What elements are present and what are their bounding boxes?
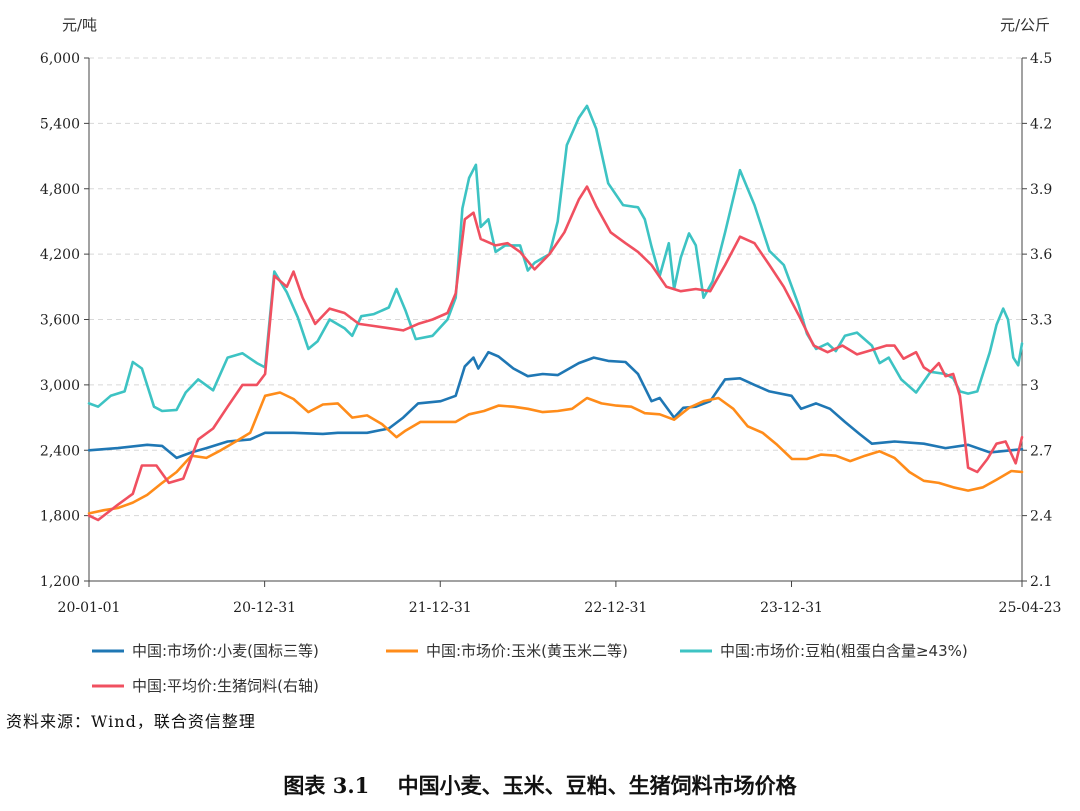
y-tick-label: 1,800 bbox=[40, 509, 80, 525]
y-tick-label: 5,400 bbox=[40, 116, 80, 132]
left-y-ticks: 1,200 1,800 2,400 3,000 3,600 4,200 4,800 5,400… bbox=[40, 51, 89, 590]
legend-label-1: 中国:市场价:玉米(黄玉米二等) bbox=[426, 642, 628, 660]
y2-tick-label: 3.6 bbox=[1030, 247, 1052, 263]
source-note: 资料来源：Wind，联合资信整理 bbox=[6, 712, 256, 731]
y-tick-label: 1,200 bbox=[40, 574, 80, 590]
y-tick-label: 3,000 bbox=[40, 378, 80, 394]
y-tick-label: 2,400 bbox=[40, 443, 80, 459]
legend-label-3: 中国:平均价:生猪饲料(右轴) bbox=[132, 677, 319, 695]
left-axis-unit: 元/吨 bbox=[62, 16, 97, 34]
legend-label-0: 中国:市场价:小麦(国标三等) bbox=[132, 642, 319, 660]
y2-tick-label: 2.7 bbox=[1030, 443, 1052, 459]
x-tick-label: 21-12-31 bbox=[409, 600, 472, 616]
y2-tick-label: 2.4 bbox=[1030, 509, 1052, 525]
legend: 中国:市场价:小麦(国标三等) 中国:市场价:玉米(黄玉米二等) 中国:市场价:豆粕… bbox=[92, 642, 968, 695]
gridlines bbox=[89, 57, 1022, 517]
y2-tick-label: 3.3 bbox=[1030, 313, 1052, 329]
x-tick-label: 23-12-31 bbox=[760, 600, 823, 616]
y-tick-label: 3,600 bbox=[40, 313, 80, 329]
y2-tick-label: 3 bbox=[1030, 378, 1039, 394]
y-tick-label: 4,800 bbox=[40, 182, 80, 198]
series-lines bbox=[87, 104, 1024, 522]
y-tick-label: 6,000 bbox=[40, 51, 80, 67]
series-line-3 bbox=[87, 185, 1024, 522]
x-tick-label: 20-01-01 bbox=[58, 600, 121, 616]
legend-label-2: 中国:市场价:豆粕(粗蛋白含量≥43%) bbox=[720, 642, 968, 660]
price-chart: 元/吨 元/公斤 1,200 1,800 2,400 3,000 3,600 4,200 4… bbox=[40, 16, 1062, 695]
y-tick-label: 4,200 bbox=[40, 247, 80, 263]
y2-tick-label: 2.1 bbox=[1030, 574, 1052, 590]
figure-caption: 图表 3.1 中国小麦、玉米、豆粕、生猪饲料市场价格 bbox=[283, 773, 797, 798]
right-y-ticks: 2.1 2.4 2.7 3 3.3 3.6 3.9 4.2 4.5 bbox=[1022, 51, 1052, 590]
y2-tick-label: 4.2 bbox=[1030, 116, 1052, 132]
y2-tick-label: 4.5 bbox=[1030, 51, 1052, 67]
x-tick-label: 22-12-31 bbox=[584, 600, 647, 616]
series-line-1 bbox=[87, 391, 1024, 515]
y2-tick-label: 3.9 bbox=[1030, 182, 1052, 198]
series-line-0 bbox=[87, 350, 1024, 460]
x-tick-label: 25-04-23 bbox=[999, 600, 1062, 616]
x-tick-label: 20-12-31 bbox=[233, 600, 296, 616]
series-line-2 bbox=[87, 104, 1024, 413]
right-axis-unit: 元/公斤 bbox=[1000, 16, 1050, 34]
x-ticks: 20-01-01 20-12-31 21-12-31 22-12-31 23-12-31… bbox=[58, 581, 1062, 616]
